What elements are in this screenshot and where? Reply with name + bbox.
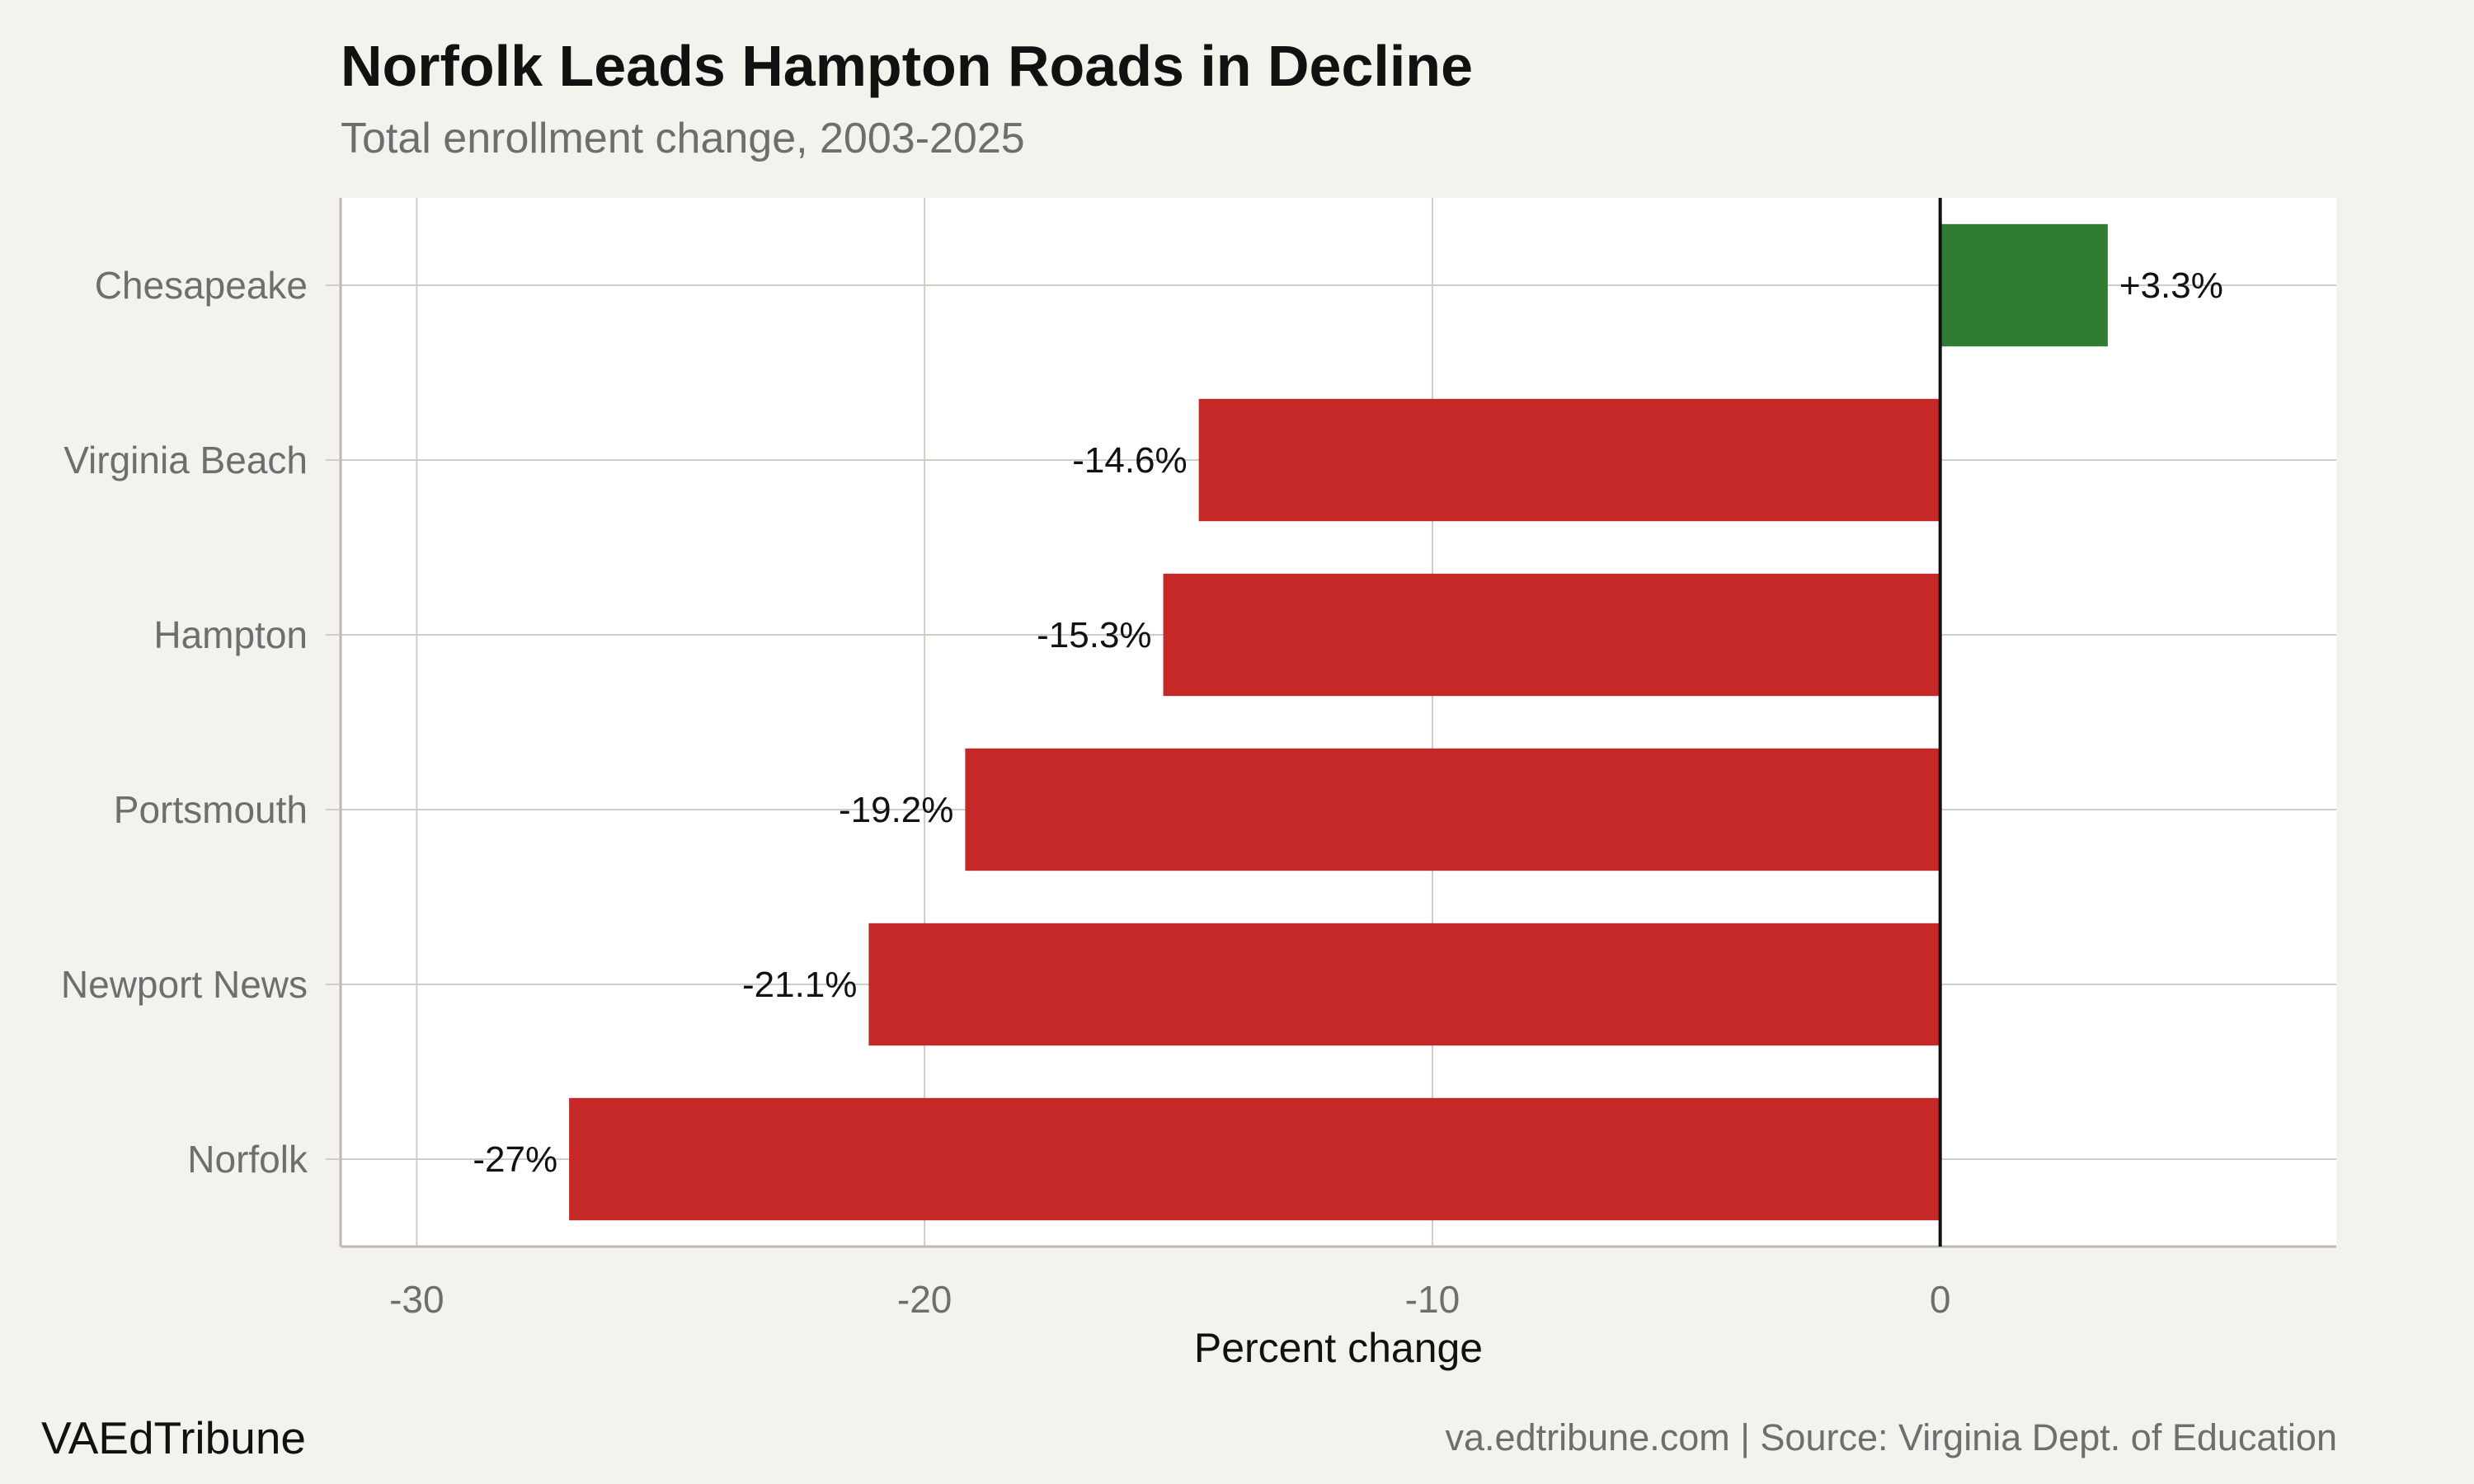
y-tick-label: Virginia Beach [63, 439, 308, 481]
bar-portsmouth [965, 748, 1940, 871]
bar-chesapeake [1940, 223, 2108, 347]
x-tick-label: -10 [1405, 1278, 1460, 1321]
x-tick-label: -20 [897, 1278, 952, 1321]
bar-norfolk [569, 1097, 1940, 1221]
bar-hampton [1163, 573, 1940, 697]
brand-logo-text: VAEdTribune [41, 1412, 307, 1463]
y-tick-label: Hampton [153, 613, 308, 656]
y-tick-label: Norfolk [187, 1138, 308, 1181]
x-tick-label: -30 [389, 1278, 444, 1321]
y-tick-label: Portsmouth [114, 788, 308, 831]
x-axis-title: Percent change [1194, 1325, 1483, 1371]
data-label: -19.2% [839, 790, 953, 830]
data-label: +3.3% [2119, 265, 2223, 306]
plot-panel [341, 198, 2336, 1247]
y-tick-label: Newport News [61, 963, 308, 1006]
data-label: -21.1% [742, 965, 857, 1005]
data-label: -15.3% [1037, 615, 1151, 655]
data-label: -27% [473, 1139, 557, 1180]
chart-root: +3.3% -14.6% -15.3% -19.2% -21.1% -27% Chesape… [61, 198, 2336, 1371]
x-tick-label: 0 [1930, 1278, 1951, 1321]
y-tick-label: Chesapeake [95, 264, 308, 307]
bar-virginia-beach [1198, 398, 1940, 522]
chart-subtitle: Total enrollment change, 2003-2025 [341, 115, 1025, 162]
bar-newport-news [868, 923, 1940, 1046]
chart-title: Norfolk Leads Hampton Roads in Decline [341, 34, 1473, 98]
source-credit: va.edtribune.com | Source: Virginia Dept… [1445, 1416, 2337, 1458]
data-label: -14.6% [1072, 440, 1187, 481]
